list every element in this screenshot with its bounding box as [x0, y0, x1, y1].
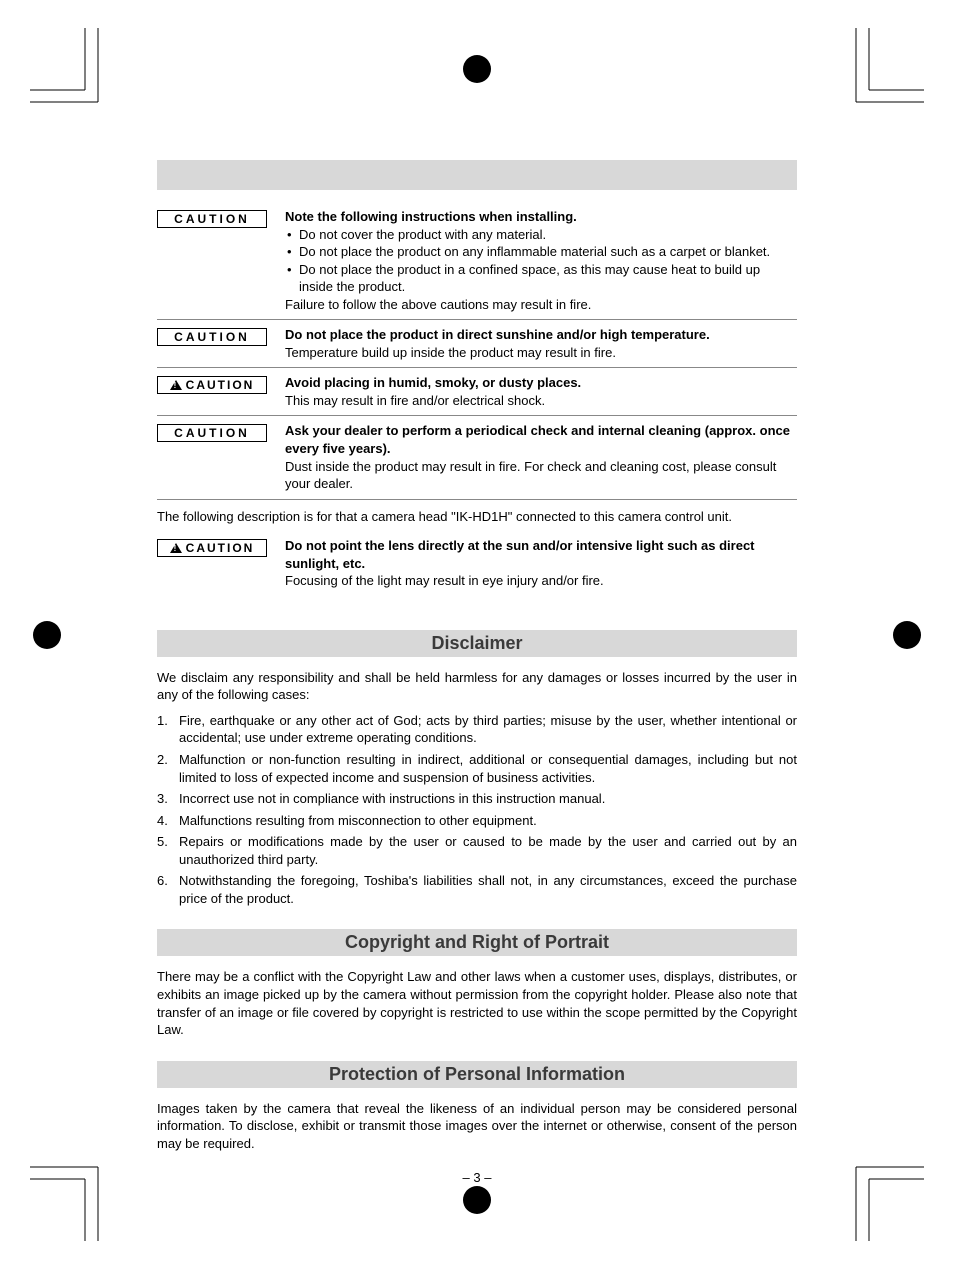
caution-badge: CAUTION	[157, 376, 267, 394]
copyright-body: There may be a conflict with the Copyrig…	[157, 968, 797, 1038]
crop-mark-bl	[30, 1151, 120, 1241]
list-item: 1.Fire, earthquake or any other act of G…	[157, 712, 797, 747]
disclaimer-list: 1.Fire, earthquake or any other act of G…	[157, 712, 797, 907]
warning-triangle-icon	[170, 380, 182, 390]
page-number: – 3 –	[157, 1170, 797, 1185]
list-item: 2.Malfunction or non-function resulting …	[157, 751, 797, 786]
list-item: 4.Malfunctions resulting from misconnect…	[157, 812, 797, 830]
caution-label: CAUTION	[174, 212, 250, 226]
list-item: 3.Incorrect use not in compliance with i…	[157, 790, 797, 808]
section-heading-disclaimer: Disclaimer	[157, 630, 797, 657]
caution-body: Note the following instructions when ins…	[285, 208, 797, 313]
caution-bullet: Do not place the product on any inflamma…	[285, 243, 797, 261]
caution-row: CAUTION Note the following instructions …	[157, 202, 797, 320]
caution-body: Do not place the product in direct sunsh…	[285, 326, 797, 361]
caution-row: CAUTION Avoid placing in humid, smoky, o…	[157, 368, 797, 416]
caution-label: CAUTION	[174, 330, 250, 344]
crop-mark-tl	[30, 28, 120, 118]
section-heading-copyright: Copyright and Right of Portrait	[157, 929, 797, 956]
interim-note: The following description is for that a …	[157, 500, 797, 532]
caution-badge: CAUTION	[157, 210, 267, 228]
list-item: 6.Notwithstanding the foregoing, Toshiba…	[157, 872, 797, 907]
caution-text: This may result in fire and/or electrica…	[285, 392, 797, 410]
caution-title: Do not place the product in direct sunsh…	[285, 327, 710, 342]
caution-row: CAUTION Do not place the product in dire…	[157, 320, 797, 368]
caution-body: Ask your dealer to perform a periodical …	[285, 422, 797, 492]
caution-badge: CAUTION	[157, 328, 267, 346]
crop-mark-br	[834, 1151, 924, 1241]
caution-row: CAUTION Ask your dealer to perform a per…	[157, 416, 797, 499]
caution-text: Temperature build up inside the product …	[285, 344, 797, 362]
caution-badge: CAUTION	[157, 424, 267, 442]
caution-badge: CAUTION	[157, 539, 267, 557]
registration-mark-left	[18, 606, 76, 664]
caution-title: Ask your dealer to perform a periodical …	[285, 423, 790, 456]
caution-label: CAUTION	[186, 378, 255, 392]
caution-body: Avoid placing in humid, smoky, or dusty …	[285, 374, 797, 409]
caution-body: Do not point the lens directly at the su…	[285, 537, 797, 590]
registration-mark-right	[878, 606, 936, 664]
caution-title: Note the following instructions when ins…	[285, 209, 577, 224]
crop-mark-tr	[834, 28, 924, 118]
list-item: 5.Repairs or modifications made by the u…	[157, 833, 797, 868]
caution-row: CAUTION Do not point the lens directly a…	[157, 531, 797, 596]
caution-footer: Failure to follow the above cautions may…	[285, 296, 797, 314]
page-content: CAUTION Note the following instructions …	[157, 160, 797, 1185]
caution-title: Do not point the lens directly at the su…	[285, 538, 755, 571]
caution-title: Avoid placing in humid, smoky, or dusty …	[285, 375, 581, 390]
registration-mark-top	[448, 40, 506, 98]
protection-body: Images taken by the camera that reveal t…	[157, 1100, 797, 1153]
caution-text: Focusing of the light may result in eye …	[285, 572, 797, 590]
header-bar	[157, 160, 797, 190]
warning-triangle-icon	[170, 543, 182, 553]
caution-label: CAUTION	[186, 541, 255, 555]
disclaimer-intro: We disclaim any responsibility and shall…	[157, 669, 797, 704]
section-heading-protection: Protection of Personal Information	[157, 1061, 797, 1088]
caution-text: Dust inside the product may result in fi…	[285, 458, 797, 493]
caution-label: CAUTION	[174, 426, 250, 440]
caution-bullet: Do not place the product in a confined s…	[285, 261, 797, 296]
caution-bullet: Do not cover the product with any materi…	[285, 226, 797, 244]
